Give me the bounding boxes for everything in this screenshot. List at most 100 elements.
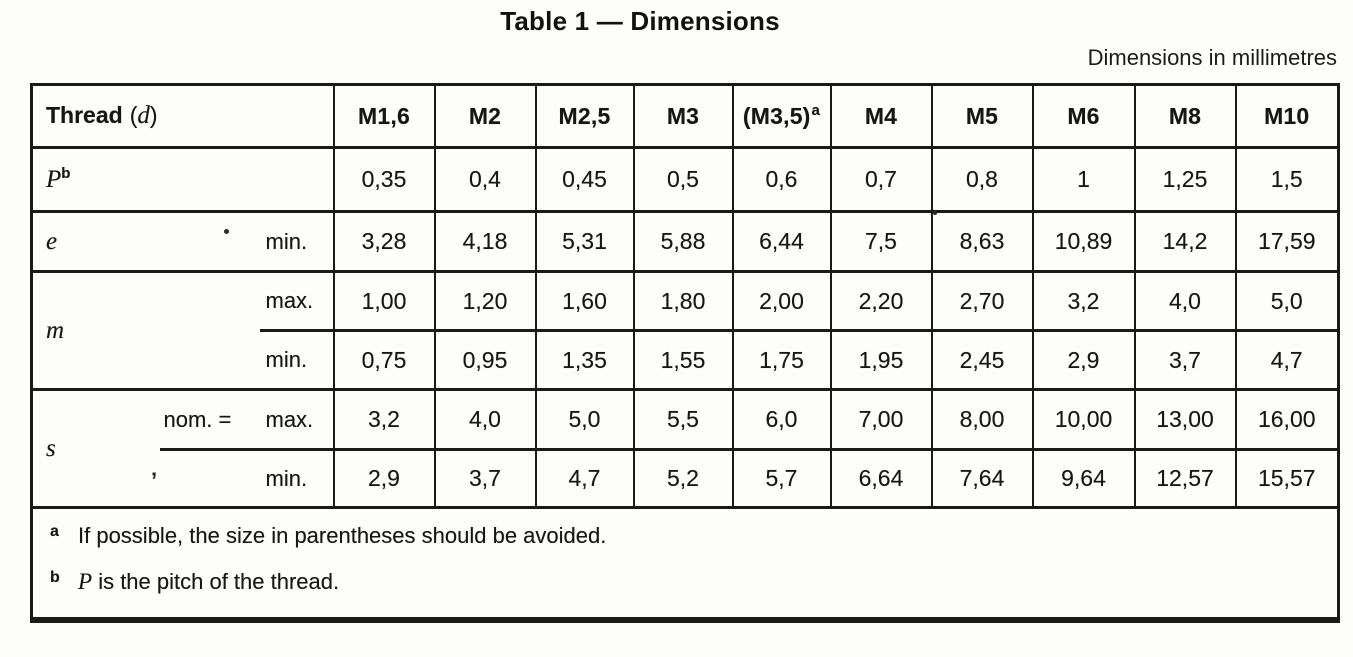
value-cell: 3,2	[1031, 270, 1135, 331]
value-cell: 1,5	[1234, 146, 1339, 212]
value-cell: 1,75	[731, 329, 831, 390]
value-cell: 6,64	[829, 448, 932, 508]
table-row: min. 2,9 3,7 4,7 5,2 5,7 6,64 7,64 9,64 …	[32, 448, 1339, 508]
value-cell: 2,9	[332, 448, 435, 508]
table-row: Thread (d) M1,6 M2 M2,5 M3 (M3,5)a M4 M5 …	[32, 84, 1339, 148]
value-cell: 1,95	[829, 329, 932, 390]
col-header: M8	[1133, 84, 1236, 148]
nom-equals-label: nom. =	[159, 388, 260, 450]
value-cell: 9,64	[1031, 448, 1135, 508]
value-cell: 2,9	[1031, 329, 1135, 390]
col-header: M1,6	[332, 84, 435, 148]
value-cell: 0,6	[731, 146, 831, 212]
row-label-e: e	[31, 210, 260, 272]
var-s: s	[46, 434, 56, 462]
value-cell: 10,89	[1031, 210, 1135, 272]
value-cell: 4,0	[433, 388, 536, 450]
value-cell: 6,44	[731, 210, 831, 272]
value-cell: 0,95	[433, 329, 536, 390]
value-cell: 6,0	[731, 388, 831, 450]
thread-var-d: d	[137, 102, 150, 129]
value-cell: 4,7	[534, 448, 634, 508]
value-cell: 2,70	[930, 270, 1033, 331]
units-note: Dimensions in millimetres	[1087, 45, 1337, 70]
footnote-b-var-p: P	[78, 569, 93, 594]
value-cell: 7,00	[829, 388, 932, 450]
value-cell: 5,7	[731, 448, 831, 508]
value-cell: 0,35	[332, 146, 435, 212]
value-cell: 4,7	[1234, 329, 1339, 390]
table-row: s nom. = max. 3,2 4,0 5,0 5,5 6,0 7,00 8…	[31, 388, 1339, 508]
table-row: a If possible, the size in parentheses sh…	[31, 506, 1339, 620]
qualifier-max: max.	[259, 270, 334, 331]
thread-header-cell: Thread (d)	[32, 85, 334, 148]
value-cell: 3,7	[433, 448, 536, 508]
qualifier-min: min.	[259, 329, 334, 390]
value-cell: 0,8	[930, 146, 1033, 212]
var-m: m	[46, 316, 65, 344]
value-cell: 1,55	[632, 329, 733, 390]
value-cell: 15,57	[1234, 448, 1339, 508]
table-row: min. 0,75 0,95 1,35 1,55 1,75 1,95 2,45 …	[32, 329, 1339, 390]
footnote-b-text: is the pitch of the thread.	[98, 569, 340, 594]
empty-label-cell	[159, 448, 260, 508]
value-cell: 7,64	[930, 448, 1033, 508]
value-cell: 8,63	[930, 210, 1033, 272]
var-e: e	[46, 227, 58, 255]
col-header: M5	[930, 84, 1033, 148]
col-header-m3-5: (M3,5)a	[731, 84, 831, 148]
value-cell: 5,0	[1234, 270, 1339, 331]
value-cell: 3,2	[332, 388, 435, 450]
value-cell: 5,2	[632, 448, 733, 508]
value-cell: 0,4	[433, 146, 536, 212]
value-cell: 1,35	[534, 329, 634, 390]
value-cell: 5,31	[534, 210, 634, 272]
value-cell: 3,28	[332, 210, 435, 272]
value-cell: 4,18	[433, 210, 536, 272]
qualifier-min: min.	[259, 448, 334, 508]
scan-artifact	[151, 468, 157, 494]
col-header: M3	[632, 84, 733, 148]
thread-label: Thread	[46, 102, 123, 128]
value-cell: 0,7	[829, 146, 932, 212]
qualifier-max: max.	[259, 388, 334, 450]
footnote-marker-a: a	[50, 523, 59, 540]
value-cell: 3,7	[1133, 329, 1236, 390]
value-cell: 1,00	[332, 270, 435, 331]
value-cell: 4,0	[1133, 270, 1236, 331]
footnote-b: b P is the pitch of the thread.	[33, 569, 1337, 595]
paren-open: (	[129, 102, 138, 128]
footnote-a: a If possible, the size in parentheses sh…	[33, 523, 1337, 549]
value-cell: 0,5	[632, 146, 733, 212]
footnote-ref-a: a	[811, 101, 821, 119]
scan-artifact	[933, 211, 937, 215]
col-header: M2	[433, 84, 536, 148]
value-cell: 1	[1031, 146, 1135, 212]
row-label-p: Pb	[31, 146, 334, 212]
table-row: m max. 1,00 1,20 1,60 1,80 2,00 2,20 2,7…	[31, 270, 1339, 390]
value-cell: 8,00	[930, 388, 1033, 450]
col-header: M2,5	[534, 84, 634, 148]
scan-artifact	[224, 229, 229, 234]
value-cell: 2,45	[930, 329, 1033, 390]
row-label-m: m	[31, 270, 260, 390]
value-cell: 5,88	[632, 210, 733, 272]
footnotes-cell: a If possible, the size in parentheses sh…	[31, 506, 1339, 620]
table-row: e min. 3,28 4,18 5,31 5,88 6,44 7,5 8,63…	[31, 210, 1339, 272]
col-header-label: (M3,5)	[742, 102, 811, 129]
footnote-ref-b: b	[61, 164, 71, 182]
value-cell: 0,45	[534, 146, 634, 212]
footnote-a-text: If possible, the size in parentheses sho…	[78, 523, 607, 548]
value-cell: 10,00	[1031, 388, 1135, 450]
value-cell: 14,2	[1133, 210, 1236, 272]
value-cell: 2,00	[731, 270, 831, 331]
col-header: M10	[1234, 84, 1339, 148]
qualifier-min: min.	[259, 210, 334, 272]
value-cell: 1,80	[632, 270, 733, 331]
value-cell: 7,5	[829, 210, 932, 272]
table-row: Pb 0,35 0,4 0,45 0,5 0,6 0,7 0,8 1 1,25 …	[31, 146, 1339, 212]
value-cell: 17,59	[1234, 210, 1339, 272]
value-cell: 12,57	[1133, 448, 1236, 508]
row-label-s: s	[31, 388, 160, 508]
